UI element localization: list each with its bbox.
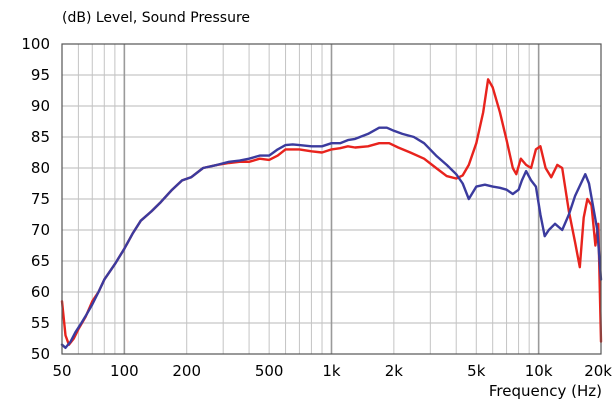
plot-border	[61, 43, 602, 355]
y-tick-label: 70	[31, 221, 50, 239]
x-tick-label: 1k	[322, 362, 341, 380]
x-tick-label: 5k	[467, 362, 486, 380]
x-tick-label: 50	[52, 362, 71, 380]
y-tick-labels: 50 55 60 65 70 75 80 85 90 95 100	[21, 35, 50, 363]
y-tick-label: 75	[31, 190, 50, 208]
y-tick-label: 60	[31, 283, 50, 301]
y-tick-label: 65	[31, 252, 50, 270]
series-line-2	[60, 126, 603, 349]
y-tick-label: 90	[31, 97, 50, 115]
chart-title: (dB) Level, Sound Pressure	[62, 10, 250, 26]
series-layer	[60, 78, 603, 349]
x-tick-label: 2k	[385, 362, 404, 380]
y-tick-label: 95	[31, 66, 50, 84]
x-axis-label: Frequency (Hz)	[489, 382, 602, 400]
x-tick-labels: 50 100 200 500 1k 2k 5k 10k 20k	[52, 362, 612, 380]
x-tick-label: 500	[255, 362, 284, 380]
x-tick-label: 20k	[584, 362, 612, 380]
y-tick-label: 100	[21, 35, 50, 53]
y-tick-label: 85	[31, 128, 50, 146]
x-tick-label: 100	[110, 362, 139, 380]
x-tick-label: 200	[172, 362, 201, 380]
y-tick-label: 50	[31, 345, 50, 363]
y-tick-label: 80	[31, 159, 50, 177]
plot-frame	[61, 43, 602, 355]
y-tick-label: 55	[31, 314, 50, 332]
x-tick-label: 10k	[525, 362, 553, 380]
